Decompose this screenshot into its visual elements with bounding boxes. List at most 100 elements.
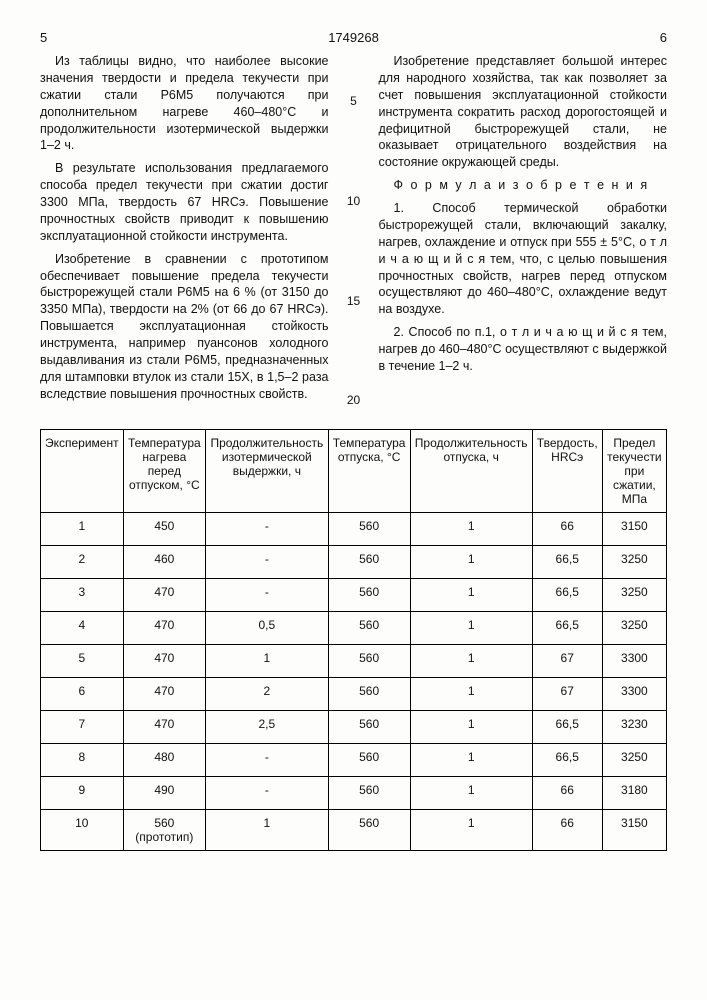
table-cell: 470 <box>123 710 205 743</box>
page-left: 5 <box>40 30 47 45</box>
paragraph: В результате использования предлагаемого… <box>40 160 329 244</box>
paragraph: Изобретение в сравнении с прототипом обе… <box>40 251 329 403</box>
table-cell: 1 <box>410 809 532 850</box>
table-cell: 66,5 <box>532 743 602 776</box>
table-cell: 66 <box>532 512 602 545</box>
table-cell: 2 <box>206 677 329 710</box>
table-cell: 450 <box>123 512 205 545</box>
table-cell: 67 <box>532 644 602 677</box>
table-cell: 1 <box>410 743 532 776</box>
table-cell: 1 <box>410 710 532 743</box>
line-marker: 15 <box>345 293 363 309</box>
table-cell: 560 <box>328 710 410 743</box>
table-row: 2460-560166,53250 <box>41 545 667 578</box>
table-cell: - <box>206 776 329 809</box>
table-cell: 66,5 <box>532 578 602 611</box>
table-cell: 1 <box>410 578 532 611</box>
table-cell: 5 <box>41 644 124 677</box>
page-header: 5 1749268 6 <box>40 30 667 45</box>
table-row: 74702,5560166,53230 <box>41 710 667 743</box>
col-header: Предел текучести при сжатии, МПа <box>602 429 666 512</box>
table-cell: 66 <box>532 809 602 850</box>
table-cell: 7 <box>41 710 124 743</box>
table-cell: 560 <box>328 578 410 611</box>
table-cell: 3 <box>41 578 124 611</box>
right-column: Изобретение представляет большой интерес… <box>379 53 668 409</box>
paragraph: Изобретение представляет большой интерес… <box>379 53 668 171</box>
formula-heading: Ф о р м у л а и з о б р е т е н и я <box>379 177 668 194</box>
paragraph: Из таблицы видно, что наиболее высокие з… <box>40 53 329 154</box>
table-cell: 3150 <box>602 809 666 850</box>
col-header: Эксперимент <box>41 429 124 512</box>
table-body: 1450-56016631502460-560166,532503470-560… <box>41 512 667 850</box>
table-cell: 3230 <box>602 710 666 743</box>
col-header: Твердость, HRCэ <box>532 429 602 512</box>
table-cell: 1 <box>410 611 532 644</box>
table-cell: 560 <box>328 611 410 644</box>
doc-number: 1749268 <box>47 30 660 45</box>
line-marker: 20 <box>345 392 363 408</box>
table-row: 3470-560166,53250 <box>41 578 667 611</box>
col-header: Температура отпуска, °С <box>328 429 410 512</box>
table-cell: 560 <box>328 512 410 545</box>
table-cell: 460 <box>123 545 205 578</box>
table-cell: 3150 <box>602 512 666 545</box>
left-column: Из таблицы видно, что наиболее высокие з… <box>40 53 329 409</box>
table-cell: 3180 <box>602 776 666 809</box>
experiment-table: Эксперимент Температура нагрева перед от… <box>40 429 667 851</box>
table-cell: - <box>206 545 329 578</box>
table-cell: 3300 <box>602 677 666 710</box>
body-columns: Из таблицы видно, что наиболее высокие з… <box>40 53 667 409</box>
table-cell: 3300 <box>602 644 666 677</box>
table-cell: - <box>206 743 329 776</box>
table-cell: 3250 <box>602 578 666 611</box>
table-row: 10560 (прототип)15601663150 <box>41 809 667 850</box>
table-cell: 2,5 <box>206 710 329 743</box>
line-marker: 5 <box>345 93 363 109</box>
table-cell: 1 <box>410 776 532 809</box>
col-header: Продолжительность изотермической выдержк… <box>206 429 329 512</box>
table-row: 44700,5560166,53250 <box>41 611 667 644</box>
table-cell: 470 <box>123 644 205 677</box>
table-cell: - <box>206 578 329 611</box>
table-cell: 3250 <box>602 611 666 644</box>
paragraph: 2. Способ по п.1, о т л и ч а ю щ и й с … <box>379 324 668 375</box>
table-row: 8480-560166,53250 <box>41 743 667 776</box>
table-cell: 560 <box>328 545 410 578</box>
table-cell: 66 <box>532 776 602 809</box>
table-row: 9490-5601663180 <box>41 776 667 809</box>
table-cell: 560 <box>328 644 410 677</box>
table-cell: 66,5 <box>532 710 602 743</box>
col-header: Температура нагрева перед отпуском, °С <box>123 429 205 512</box>
table-cell: 560 <box>328 677 410 710</box>
table-cell: 3250 <box>602 743 666 776</box>
table-cell: 1 <box>410 512 532 545</box>
table-cell: 1 <box>206 644 329 677</box>
table-cell: 490 <box>123 776 205 809</box>
table-cell: 66,5 <box>532 545 602 578</box>
table-cell: 1 <box>410 644 532 677</box>
table-cell: 470 <box>123 611 205 644</box>
table-cell: 1 <box>206 809 329 850</box>
table-row: 1450-5601663150 <box>41 512 667 545</box>
page-right: 6 <box>660 30 667 45</box>
table-cell: 1 <box>41 512 124 545</box>
table-cell: 10 <box>41 809 124 850</box>
col-header: Продолжительность отпуска, ч <box>410 429 532 512</box>
table-cell: 0,5 <box>206 611 329 644</box>
table-row: 647025601673300 <box>41 677 667 710</box>
table-cell: 470 <box>123 677 205 710</box>
table-cell: 2 <box>41 545 124 578</box>
table-cell: 1 <box>410 677 532 710</box>
table-cell: 1 <box>410 545 532 578</box>
table-row: 547015601673300 <box>41 644 667 677</box>
table-cell: 9 <box>41 776 124 809</box>
paragraph: 1. Способ термической обработки быстроре… <box>379 200 668 318</box>
line-number-gutter: 5 10 15 20 <box>345 53 363 409</box>
table-cell: - <box>206 512 329 545</box>
table-cell: 560 <box>328 743 410 776</box>
table-header-row: Эксперимент Температура нагрева перед от… <box>41 429 667 512</box>
table-cell: 67 <box>532 677 602 710</box>
table-cell: 560 (прототип) <box>123 809 205 850</box>
table-cell: 6 <box>41 677 124 710</box>
